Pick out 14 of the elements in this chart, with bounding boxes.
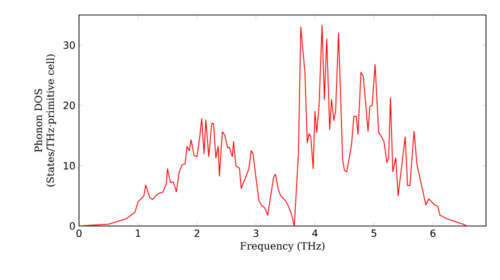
x-axis-title: Frequency (THz) [240, 242, 324, 252]
x-tick-label: 0 [76, 230, 82, 238]
line-series [79, 24, 468, 226]
x-tick-label: 1 [136, 230, 140, 237]
y-tick-label: 30 [64, 41, 75, 49]
y-tick-label: 20 [64, 102, 75, 110]
y-axis-title: Phonon DOS (States/THz·primitive cell) [34, 54, 56, 186]
x-tick-label: 3 [254, 230, 258, 238]
y-tick-label: 0 [70, 222, 75, 230]
x-tick-label: 6 [430, 230, 436, 238]
x-tick-label: 4 [312, 230, 318, 237]
y-tick-label: 10 [64, 162, 75, 170]
x-tick-label: 2 [194, 230, 200, 237]
x-tick-label: 5 [372, 230, 376, 237]
